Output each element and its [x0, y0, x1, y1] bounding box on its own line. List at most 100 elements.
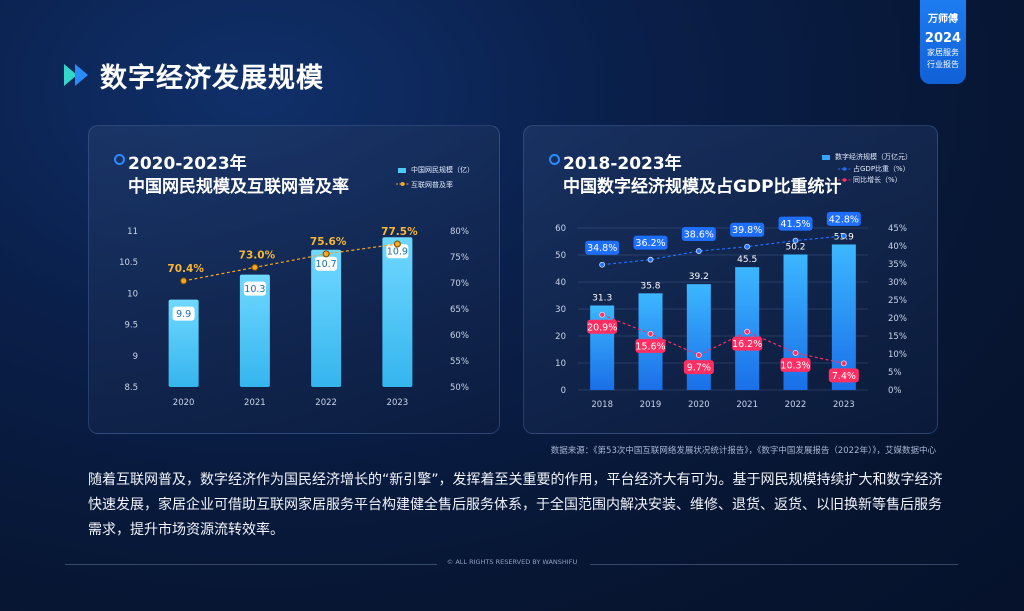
left-title-dot-icon [114, 154, 125, 165]
left-bar [168, 299, 199, 387]
right-y2-tick: 35% [888, 260, 907, 270]
left-bar-label: 9.9 [176, 309, 191, 320]
left-y-tick: 11 [127, 227, 138, 237]
right-gdp-line [602, 235, 844, 266]
right-legend-growth: 同比增长（%） [853, 176, 902, 184]
right-growth-label-bg [732, 336, 763, 351]
left-y2-tick: 75% [450, 253, 469, 263]
left-legend-bar-swatch [398, 168, 406, 173]
left-line-point [393, 240, 401, 248]
right-x-tick: 2020 [688, 400, 710, 410]
left-bar-label-bg [315, 256, 338, 271]
right-growth-label: 10.3% [780, 360, 810, 371]
right-gdp-point [840, 233, 847, 239]
right-bar-label: 39.2 [689, 272, 709, 282]
right-y-tick: 60 [555, 224, 566, 234]
right-y-tick: 0 [561, 386, 566, 396]
right-bar-label: 35.8 [640, 281, 660, 291]
left-y2-tick: 55% [450, 357, 469, 367]
left-bar-label: 10.7 [316, 259, 337, 270]
right-growth-point [840, 360, 847, 367]
left-bar [311, 249, 342, 387]
badge-year: 2024 [924, 31, 962, 46]
page-title: 数字经济发展规模 [100, 63, 324, 94]
right-gdp-label: 39.8% [732, 225, 762, 236]
right-bar [735, 267, 760, 390]
right-legend-gdp: 占GDP比重（%） [853, 165, 910, 173]
report-badge: 万师傅 2024 家居服务 行业报告 [920, 0, 966, 84]
left-line-label: 77.5% [381, 226, 418, 238]
right-growth-label-bg [828, 368, 859, 383]
left-bar [382, 237, 413, 387]
right-growth-label-bg [587, 319, 618, 334]
left-bar [239, 274, 270, 387]
right-growth-point [695, 352, 702, 358]
right-growth-label: 15.6% [635, 341, 665, 352]
footer-divider-right [590, 564, 958, 565]
left-chart-panel [88, 125, 500, 434]
footer-divider-left [65, 564, 437, 565]
footer-copyright: © ALL RIGHTS RESERVED BY WANSHIFU [446, 558, 578, 566]
right-growth-point [647, 330, 654, 337]
right-y2-tick: 5% [888, 368, 902, 378]
left-line-label: 73.0% [239, 249, 276, 261]
left-bar-label: 10.9 [387, 247, 408, 258]
digital-economy-chart: 0 10 20 30 40 50 60 0% 5% 10% 15% 20% 25% 30% 35% 40% 45… [555, 211, 907, 410]
left-bar-label-bg [172, 306, 195, 321]
right-bar [590, 305, 615, 390]
right-y-tick: 30 [555, 305, 566, 315]
right-y-tick: 50 [555, 251, 566, 261]
left-line-point [322, 250, 330, 258]
right-gdp-point [792, 237, 799, 244]
right-growth-label-bg [683, 360, 714, 375]
right-gdp-label-bg [778, 216, 813, 231]
right-gdp-label: 42.8% [829, 214, 859, 225]
right-y2-tick: 45% [888, 224, 907, 234]
right-x-tick: 2023 [833, 400, 855, 410]
right-bar [831, 244, 856, 390]
right-legend-growth-swatch [838, 178, 851, 182]
right-gdp-label-bg [826, 211, 861, 226]
right-bar-label: 45.5 [737, 255, 757, 265]
left-y2-tick: 80% [450, 227, 469, 237]
left-x-tick: 2021 [244, 398, 266, 408]
left-legend-bar: 中国网民规模（亿） [411, 166, 474, 174]
right-x-tick: 2022 [785, 400, 807, 410]
left-bar-label: 10.3 [244, 284, 265, 295]
right-growth-point [599, 311, 606, 318]
left-bar-label-bg [386, 244, 409, 259]
right-y2-tick: 25% [888, 296, 907, 306]
right-legend-gdp-swatch [838, 167, 851, 171]
title-arrow-icon [64, 64, 88, 86]
right-title-dot-icon [549, 154, 560, 165]
right-gdp-label: 34.8% [587, 243, 617, 254]
right-chart-title-1: 2018-2023年 [563, 154, 682, 174]
right-legend-bar-swatch [822, 155, 830, 160]
right-bar [686, 284, 711, 390]
right-gdp-label: 36.2% [635, 238, 665, 249]
left-x-tick: 2020 [173, 398, 195, 408]
right-gdp-point [744, 243, 751, 250]
right-x-tick: 2021 [736, 400, 758, 410]
left-y-tick: 10 [127, 289, 138, 299]
right-x-tick: 2019 [640, 400, 662, 410]
right-gdp-label: 41.5% [780, 219, 810, 230]
left-line-point [251, 263, 259, 271]
left-y-tick: 10.5 [119, 258, 138, 268]
left-bar-label-bg [243, 281, 266, 296]
right-growth-label-bg [780, 357, 811, 372]
badge-subtitle-2: 行业报告 [927, 60, 959, 69]
right-y2-tick: 30% [888, 278, 907, 288]
right-growth-point [744, 328, 751, 335]
left-line-point [180, 277, 188, 285]
right-gdp-point [647, 256, 654, 263]
right-y2-tick: 0% [888, 386, 902, 396]
right-y2-tick: 20% [888, 314, 907, 324]
right-y-tick: 40 [555, 278, 566, 288]
left-y2-tick: 70% [450, 279, 469, 289]
right-gdp-point [599, 261, 606, 268]
right-bar-label: 31.3 [592, 293, 612, 303]
right-gdp-point [695, 248, 702, 254]
right-y-tick: 10 [555, 359, 566, 369]
right-chart-title-2: 中国数字经济规模及占GDP比重统计 [563, 177, 842, 197]
